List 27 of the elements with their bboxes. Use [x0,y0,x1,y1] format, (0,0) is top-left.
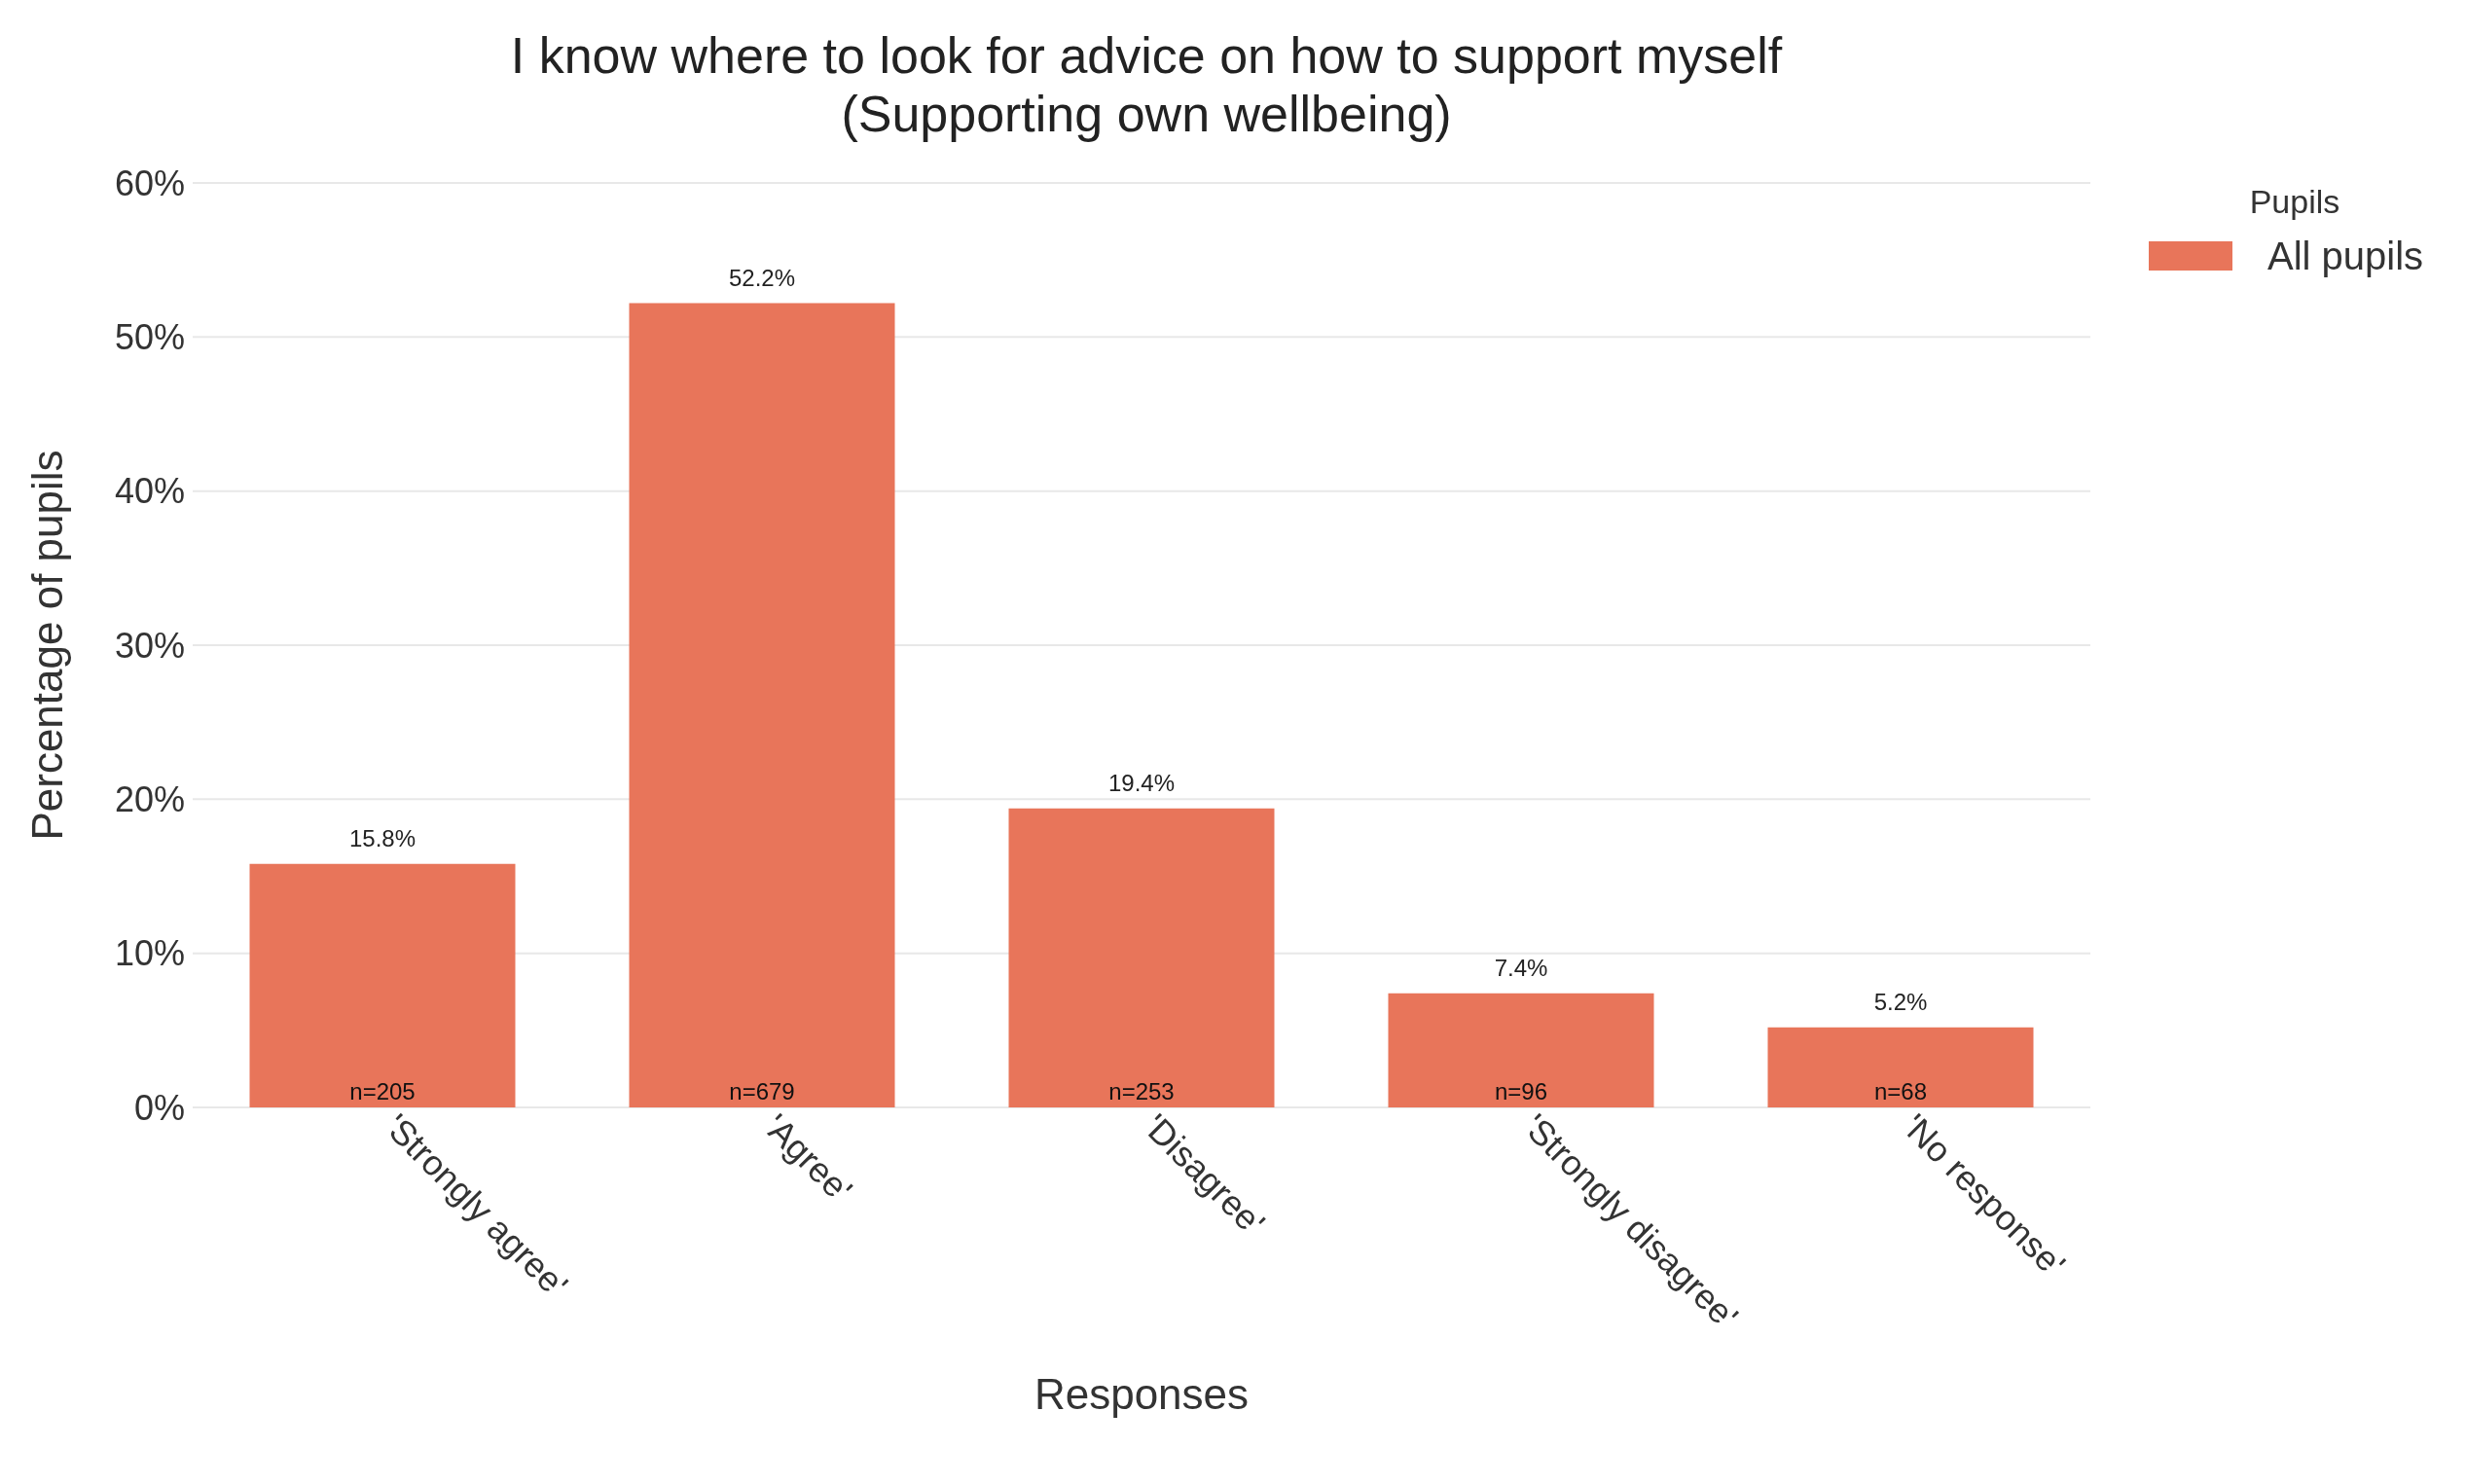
data-label: 52.2% [728,264,796,291]
legend-label: All pupils [2267,234,2425,278]
y-tick-label: 40% [114,471,185,512]
annotation: n=679 [729,1077,795,1104]
bar [1008,808,1275,1107]
chart-title: I know where to look for advice on how to support myself (Supporting own wellbeing) [509,27,1784,144]
data-label: 7.4% [1494,954,1548,981]
bar [249,863,516,1107]
y-axis-title: Percentage of pupils [22,450,71,841]
y-tick-label: 10% [114,933,185,974]
annotation: n=68 [1873,1077,1928,1104]
annotation: n=205 [349,1077,416,1104]
data-label: 15.8% [348,824,417,851]
annotation: n=253 [1108,1077,1175,1104]
data-label: 5.2% [1873,988,1928,1015]
data-label: 19.4% [1107,769,1176,796]
x-axis-title: Responses [1034,1369,1250,1418]
y-tick-label: 50% [114,316,185,357]
bar [1388,993,1654,1107]
bar [1767,1027,2034,1107]
bar [629,303,895,1107]
legend-title: Pupils [2248,182,2341,221]
y-tick-label: 30% [114,625,185,666]
y-tick-label: 60% [114,163,185,203]
y-tick-label: 20% [114,778,185,819]
y-tick-label: 0% [133,1087,185,1128]
annotation: n=96 [1494,1077,1548,1104]
